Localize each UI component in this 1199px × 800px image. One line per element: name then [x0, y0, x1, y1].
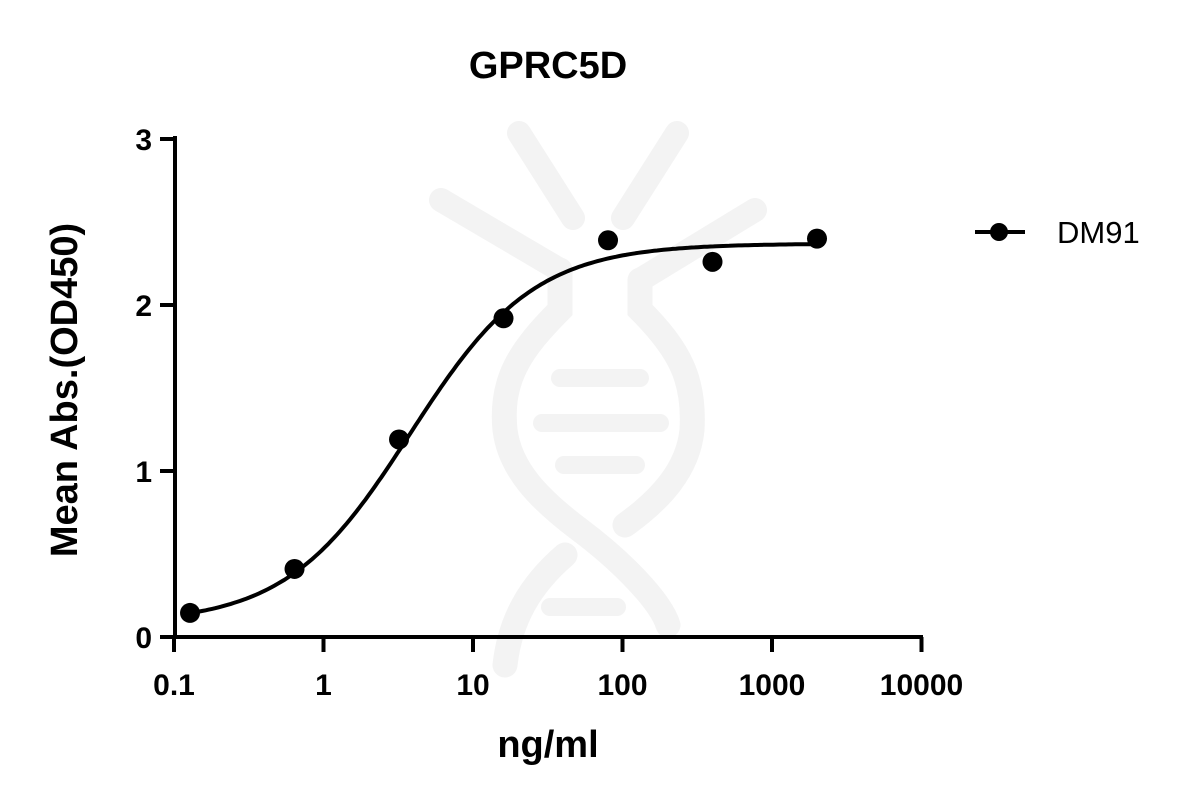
legend-label: DM91 — [1057, 215, 1140, 250]
y-axis-label: Mean Abs.(OD450) — [44, 223, 86, 557]
dna-watermark-icon — [429, 121, 767, 678]
x-tick-label: 10 — [456, 669, 489, 702]
legend-marker-icon — [990, 223, 1008, 241]
x-ticks: 0.1 1 10 100 1000 10000 — [153, 637, 963, 702]
y-tick-label: 1 — [135, 456, 152, 489]
y-ticks: 0 1 2 3 — [135, 124, 175, 655]
data-point — [284, 558, 305, 579]
data-points — [180, 228, 828, 623]
legend: DM91 — [975, 215, 1140, 250]
y-tick-label: 0 — [135, 622, 152, 655]
data-point — [702, 251, 723, 272]
data-point — [493, 308, 514, 329]
axes: 0 1 2 3 0.1 1 10 100 1000 10000 — [135, 124, 963, 702]
chart-title: GPRC5D — [469, 45, 627, 87]
x-axis-label: ng/ml — [497, 724, 598, 766]
x-tick-label: 100 — [597, 669, 647, 702]
data-point — [807, 228, 828, 249]
x-tick-label: 1000 — [739, 669, 806, 702]
y-tick-label: 3 — [135, 124, 152, 157]
x-tick-label: 10000 — [880, 669, 963, 702]
data-point — [180, 602, 201, 623]
x-tick-label: 1 — [315, 669, 332, 702]
x-tick-label: 0.1 — [153, 669, 195, 702]
data-point — [598, 230, 619, 251]
data-point — [389, 429, 410, 450]
y-tick-label: 2 — [135, 290, 152, 323]
